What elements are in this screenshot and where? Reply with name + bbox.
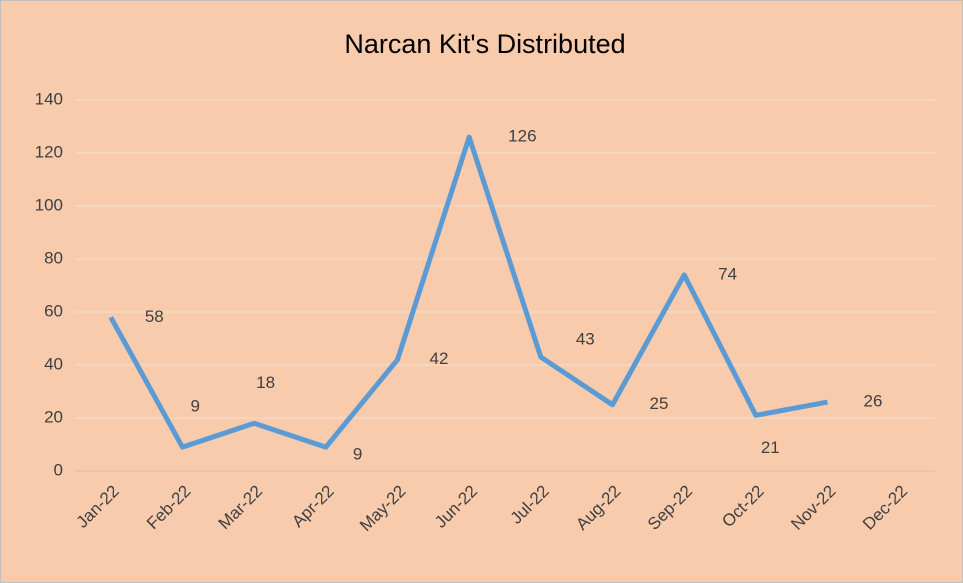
y-tick-label: 140	[35, 89, 63, 108]
data-label: 26	[864, 392, 883, 411]
y-tick-label: 80	[44, 248, 63, 267]
data-label: 9	[353, 445, 362, 464]
data-label: 9	[191, 397, 200, 416]
y-tick-label: 100	[35, 195, 63, 214]
data-label: 43	[576, 330, 595, 349]
y-tick-label: 20	[44, 407, 63, 426]
data-label: 21	[761, 438, 780, 457]
y-tick-label: 0	[54, 460, 63, 479]
data-label: 126	[508, 127, 536, 146]
y-tick-label: 40	[44, 354, 63, 373]
y-tick-label: 120	[35, 142, 63, 161]
data-label: 25	[650, 394, 669, 413]
data-label: 18	[256, 373, 275, 392]
chart-title: Narcan Kit's Distributed	[344, 29, 625, 59]
data-line	[108, 134, 828, 450]
y-tick-label: 60	[44, 301, 63, 320]
data-label: 42	[430, 349, 449, 368]
data-label: 58	[145, 307, 164, 326]
data-label: 74	[718, 264, 737, 283]
